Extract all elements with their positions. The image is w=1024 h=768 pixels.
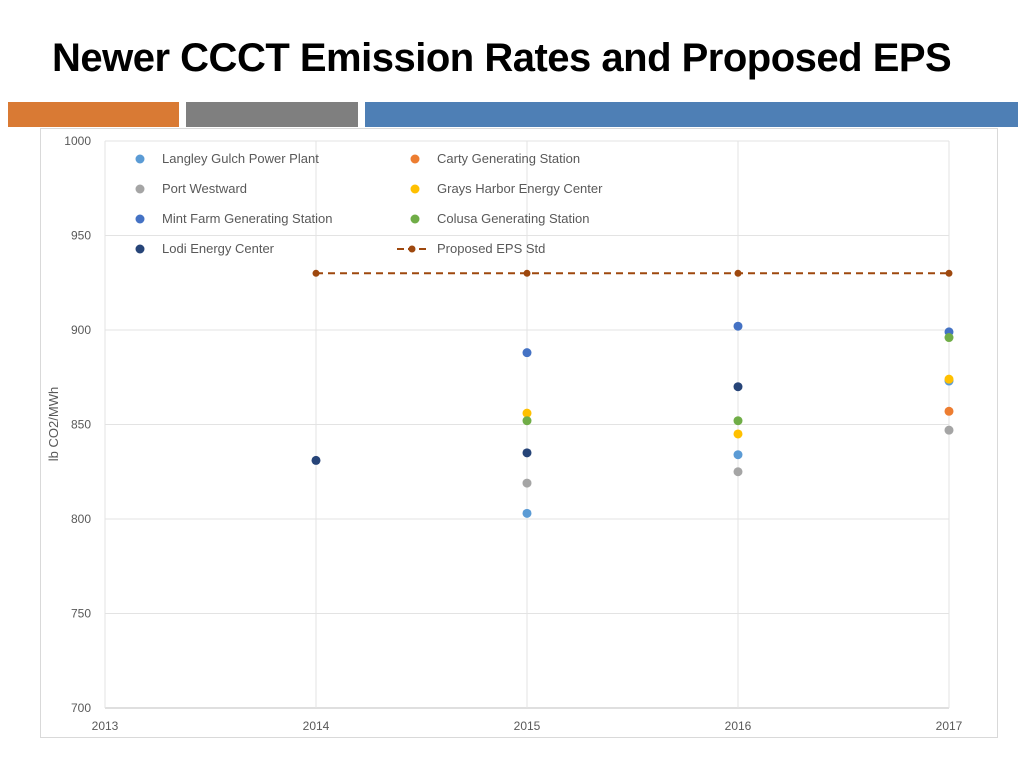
y-tick-label-900: 900 bbox=[71, 323, 91, 337]
data-point-1-2017 bbox=[944, 406, 954, 416]
chart-frame bbox=[40, 128, 998, 738]
data-point-7-2017 bbox=[945, 269, 953, 277]
series-6 bbox=[311, 382, 743, 465]
legend-label: Mint Farm Generating Station bbox=[162, 211, 333, 226]
y-tick-label-950: 950 bbox=[71, 229, 91, 243]
data-point-6-2016 bbox=[733, 382, 743, 392]
data-point-3-2016 bbox=[733, 429, 743, 439]
data-point-7-2016 bbox=[734, 269, 742, 277]
legend-item-5: Colusa Generating Station bbox=[410, 211, 589, 226]
legend-item-2: Port Westward bbox=[135, 181, 247, 196]
y-tick-label-800: 800 bbox=[71, 512, 91, 526]
data-point-2-2015 bbox=[522, 478, 532, 488]
data-point-5-2016 bbox=[733, 416, 743, 426]
legend-label: Lodi Energy Center bbox=[162, 241, 275, 256]
y-tick-label-750: 750 bbox=[71, 607, 91, 621]
y-axis-label: lb CO2/MWh bbox=[46, 387, 61, 461]
legend-label: Langley Gulch Power Plant bbox=[162, 151, 319, 166]
data-point-0-2015 bbox=[522, 508, 532, 518]
data-series bbox=[311, 269, 954, 518]
y-tick-label-1000: 1000 bbox=[64, 134, 91, 148]
legend-label: Port Westward bbox=[162, 181, 247, 196]
series-5 bbox=[522, 333, 954, 426]
legend-label: Proposed EPS Std bbox=[437, 241, 545, 256]
legend-item-3: Grays Harbor Energy Center bbox=[410, 181, 603, 196]
legend-marker bbox=[410, 214, 420, 224]
x-tick-label-2013: 2013 bbox=[92, 719, 119, 733]
y-axis-ticks: 700 750 800 850 900 950 1000 bbox=[64, 134, 91, 715]
data-point-5-2015 bbox=[522, 416, 532, 426]
legend-marker bbox=[408, 245, 416, 253]
legend-label: Grays Harbor Energy Center bbox=[437, 181, 603, 196]
legend-item-4: Mint Farm Generating Station bbox=[135, 211, 333, 226]
accent-bar-gray bbox=[186, 102, 358, 127]
y-tick-label-700: 700 bbox=[71, 701, 91, 715]
data-point-7-2015 bbox=[523, 269, 531, 277]
legend-marker bbox=[410, 184, 420, 194]
x-tick-label-2014: 2014 bbox=[303, 719, 330, 733]
data-point-4-2015 bbox=[522, 348, 532, 358]
data-point-4-2016 bbox=[733, 321, 743, 331]
data-point-2-2016 bbox=[733, 467, 743, 477]
x-tick-label-2015: 2015 bbox=[514, 719, 541, 733]
legend-item-0: Langley Gulch Power Plant bbox=[135, 151, 319, 166]
data-point-6-2015 bbox=[522, 448, 532, 458]
legend-marker bbox=[135, 184, 145, 194]
series-7 bbox=[312, 269, 953, 277]
data-point-5-2017 bbox=[944, 333, 954, 343]
data-point-3-2015 bbox=[522, 408, 532, 418]
legend-label: Carty Generating Station bbox=[437, 151, 580, 166]
legend-item-1: Carty Generating Station bbox=[410, 151, 580, 166]
legend-marker bbox=[135, 154, 145, 164]
legend-item-6: Lodi Energy Center bbox=[135, 241, 275, 256]
accent-bar-blue bbox=[365, 102, 1018, 127]
data-point-0-2016 bbox=[733, 450, 743, 460]
data-point-2-2017 bbox=[944, 425, 954, 435]
legend-marker bbox=[410, 154, 420, 164]
series-1 bbox=[944, 406, 954, 416]
accent-bar-orange bbox=[8, 102, 179, 127]
legend-marker bbox=[135, 214, 145, 224]
x-tick-label-2016: 2016 bbox=[725, 719, 752, 733]
series-2 bbox=[522, 425, 954, 488]
legend-marker bbox=[135, 244, 145, 254]
x-tick-label-2017: 2017 bbox=[936, 719, 963, 733]
data-point-7-2014 bbox=[312, 269, 320, 277]
data-point-3-2017 bbox=[944, 374, 954, 384]
legend-label: Colusa Generating Station bbox=[437, 211, 589, 226]
y-tick-label-850: 850 bbox=[71, 418, 91, 432]
series-3 bbox=[522, 374, 954, 439]
legend: Langley Gulch Power Plant Carty Generatin… bbox=[135, 151, 603, 256]
slide-title: Newer CCCT Emission Rates and Proposed E… bbox=[52, 36, 952, 80]
data-point-6-2014 bbox=[311, 455, 321, 465]
x-axis-ticks: 2013 2014 2015 2016 2017 bbox=[92, 719, 963, 733]
legend-item-7: Proposed EPS Std bbox=[397, 241, 545, 256]
